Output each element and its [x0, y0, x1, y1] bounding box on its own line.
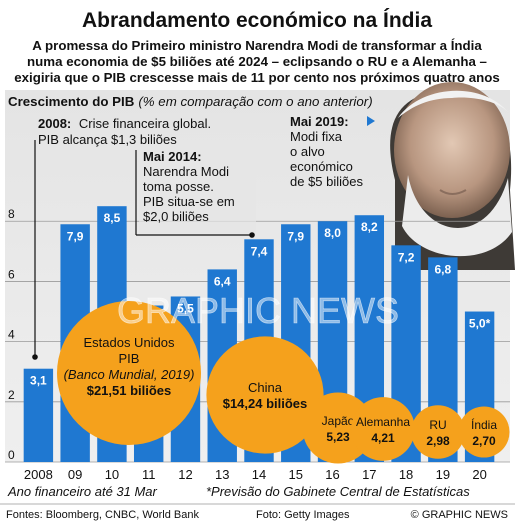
footer-sources: Fontes: Bloomberg, CNBC, World Bank	[6, 509, 199, 521]
bar-value-label: 3,1	[30, 374, 47, 388]
x-tick-label: 14	[252, 467, 266, 482]
x-tick-label: 16	[325, 467, 339, 482]
y-tick-label: 0	[8, 448, 15, 462]
annotation-2014-text-3: PIB situa-se em	[143, 194, 235, 209]
gdp-bubble	[351, 397, 415, 461]
annotation-2008-text-2: PIB alcança $1,3 biliões	[38, 132, 177, 147]
gdp-bubble-value: 2,98	[426, 434, 450, 448]
x-axis: 2008 09 10 11 12 13 14 15 16 17 18 19 20	[24, 467, 487, 482]
x-tick-label: 2008	[24, 467, 53, 482]
annotation-2008-dot	[32, 354, 38, 360]
gdp-bubble-country: Índia	[471, 417, 497, 432]
annotation-2014-label: Mai 2014:	[143, 149, 202, 164]
x-tick-label: 18	[399, 467, 413, 482]
bar-value-label: 8,5	[104, 211, 121, 225]
bar-value-label: 5,5	[177, 301, 194, 315]
bar-value-label: 7,9	[287, 229, 304, 243]
gdp-bubble-label: Estados Unidos	[83, 335, 175, 350]
x-tick-label: 15	[289, 467, 303, 482]
y-tick-label: 4	[8, 328, 15, 342]
annotation-2019-text-1: Modi fixa	[290, 129, 343, 144]
watermark: GRAPHIC NEWS	[117, 290, 399, 331]
bar-value-label: 7,4	[251, 244, 268, 258]
footer-copyright: © GRAPHIC NEWS	[411, 509, 508, 521]
x-tick-label: 20	[472, 467, 486, 482]
bar	[23, 368, 54, 462]
gdp-bubble	[458, 406, 510, 458]
gdp-bubble-country: RU	[429, 418, 446, 432]
annotation-2014-text-4: $2,0 biliões	[143, 209, 209, 224]
gdp-bubble-label: (Banco Mundial, 2019)	[64, 367, 195, 382]
footer-photo-credit: Foto: Getty Images	[256, 509, 350, 521]
annotation-2019-text-3: económico	[290, 159, 353, 174]
modi-portrait	[390, 82, 515, 270]
x-axis-title: Ano financeiro até 31 Mar	[7, 484, 158, 499]
chart-title-note: (% em comparação com o ano anterior)	[138, 94, 372, 109]
bar-value-label: 7,9	[67, 229, 84, 243]
page-title: Abrandamento económico na Índia	[82, 9, 432, 32]
gdp-bubble-value: $14,24 biliões	[223, 396, 308, 411]
gdp-bubble-country: Japão	[322, 414, 355, 428]
bar-value-label: 8,2	[361, 220, 378, 234]
annotation-2019-label: Mai 2019:	[290, 114, 349, 129]
annotation-2008: 2008: Crise financeira global. PIB alcan…	[38, 116, 215, 147]
footnote: *Previsão do Gabinete Central de Estatís…	[206, 484, 470, 499]
gdp-bubble-label: $21,51 biliões	[87, 383, 172, 398]
gdp-bubble-label: PIB	[119, 351, 140, 366]
subtitle-line-1: A promessa do Primeiro ministro Narendra…	[32, 38, 482, 53]
x-tick-label: 10	[105, 467, 119, 482]
footer-bar	[0, 504, 515, 524]
annotation-2014-box	[139, 147, 256, 233]
y-tick-label: 2	[8, 388, 15, 402]
subtitle-line-2: numa economia de $5 biliões até 2024 – e…	[27, 54, 487, 69]
annotation-2014-text-2: toma posse.	[143, 179, 214, 194]
x-tick-label: 19	[436, 467, 450, 482]
x-tick-label: 11	[142, 467, 156, 482]
gdp-bubble-country: Alemanha	[356, 415, 410, 429]
annotation-2014-text-1: Narendra Modi	[143, 164, 229, 179]
x-tick-label: 13	[215, 467, 229, 482]
chart-title: Crescimento do PIB	[8, 94, 134, 109]
y-tick-label: 6	[8, 267, 15, 281]
annotation-2019: Mai 2019: Modi fixa o alvo económico de …	[290, 114, 363, 189]
x-tick-label: 17	[362, 467, 376, 482]
x-tick-label: 12	[178, 467, 192, 482]
annotation-2014: Mai 2014: Narendra Modi toma posse. PIB …	[143, 149, 238, 224]
gdp-bubble-country: China	[248, 380, 283, 395]
annotation-2008-label: 2008:	[38, 116, 71, 131]
gdp-bubble-value: 4,21	[371, 431, 395, 445]
annotation-2019-text-2: o alvo	[290, 144, 325, 159]
annotation-2014-dot	[249, 232, 255, 238]
bar-value-label: 6,4	[214, 274, 231, 288]
bar-value-label: 6,8	[435, 262, 452, 276]
y-axis: 0 2 4 6 8	[8, 207, 15, 462]
subtitle-line-3: exigiria que o PIB crescesse mais de 11 …	[14, 70, 500, 85]
bar-value-label: 5,0*	[469, 317, 491, 331]
gdp-bubble-value: 2,70	[472, 434, 496, 448]
gdp-bubble	[302, 392, 374, 464]
chart-title-row: Crescimento do PIB (% em comparação com o…	[8, 94, 373, 109]
annotation-2019-arrow-icon	[367, 116, 375, 126]
annotation-2008-text-1: Crise financeira global.	[79, 116, 211, 131]
gdp-bubble	[57, 301, 201, 445]
bar-value-label: 8,0	[324, 226, 341, 240]
annotation-2019-text-4: de $5 biliões	[290, 174, 363, 189]
y-tick-label: 8	[8, 207, 15, 221]
gdp-bubble-value: 5,23	[326, 430, 350, 444]
gdp-bubble	[206, 336, 324, 454]
gdp-bubble	[411, 405, 465, 459]
bar-value-label: 7,2	[398, 250, 415, 264]
x-tick-label: 09	[68, 467, 82, 482]
